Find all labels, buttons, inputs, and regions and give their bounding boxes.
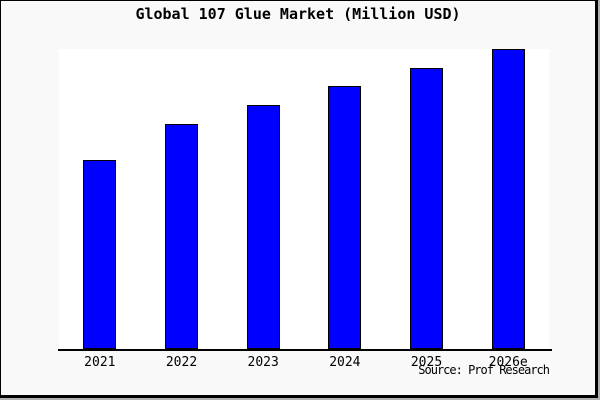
chart-title: Global 107 Glue Market (Million USD) [135,5,461,23]
x-tick-label-2021: 2021 [84,355,116,370]
bar-2021 [83,160,117,349]
bar-slot [386,49,468,349]
bar-2025 [410,67,444,349]
x-tick-label-2023: 2023 [247,355,279,370]
bar-slot [59,49,141,349]
x-tick-label-2022: 2022 [165,355,198,370]
plot-area [59,49,549,349]
x-tick-label-2025: 2025 [410,355,443,370]
bar-2023 [246,104,280,349]
bar-slot [467,49,549,349]
x-tick-label-2024: 2024 [329,355,361,370]
bar-slot [222,49,304,349]
x-axis-line [58,349,552,351]
bar-slot [141,49,223,349]
bar-2024 [328,85,362,349]
bar-slot [304,49,386,349]
source-attribution: Source: Prof Research [418,363,550,377]
x-axis-labels: 2021 2022 2023 2024 2025 2026e [59,355,549,370]
bar-2022 [165,123,198,349]
bar-2026e [491,49,525,349]
bars [59,49,549,349]
x-tick-label-2026e: 2026e [488,355,528,370]
